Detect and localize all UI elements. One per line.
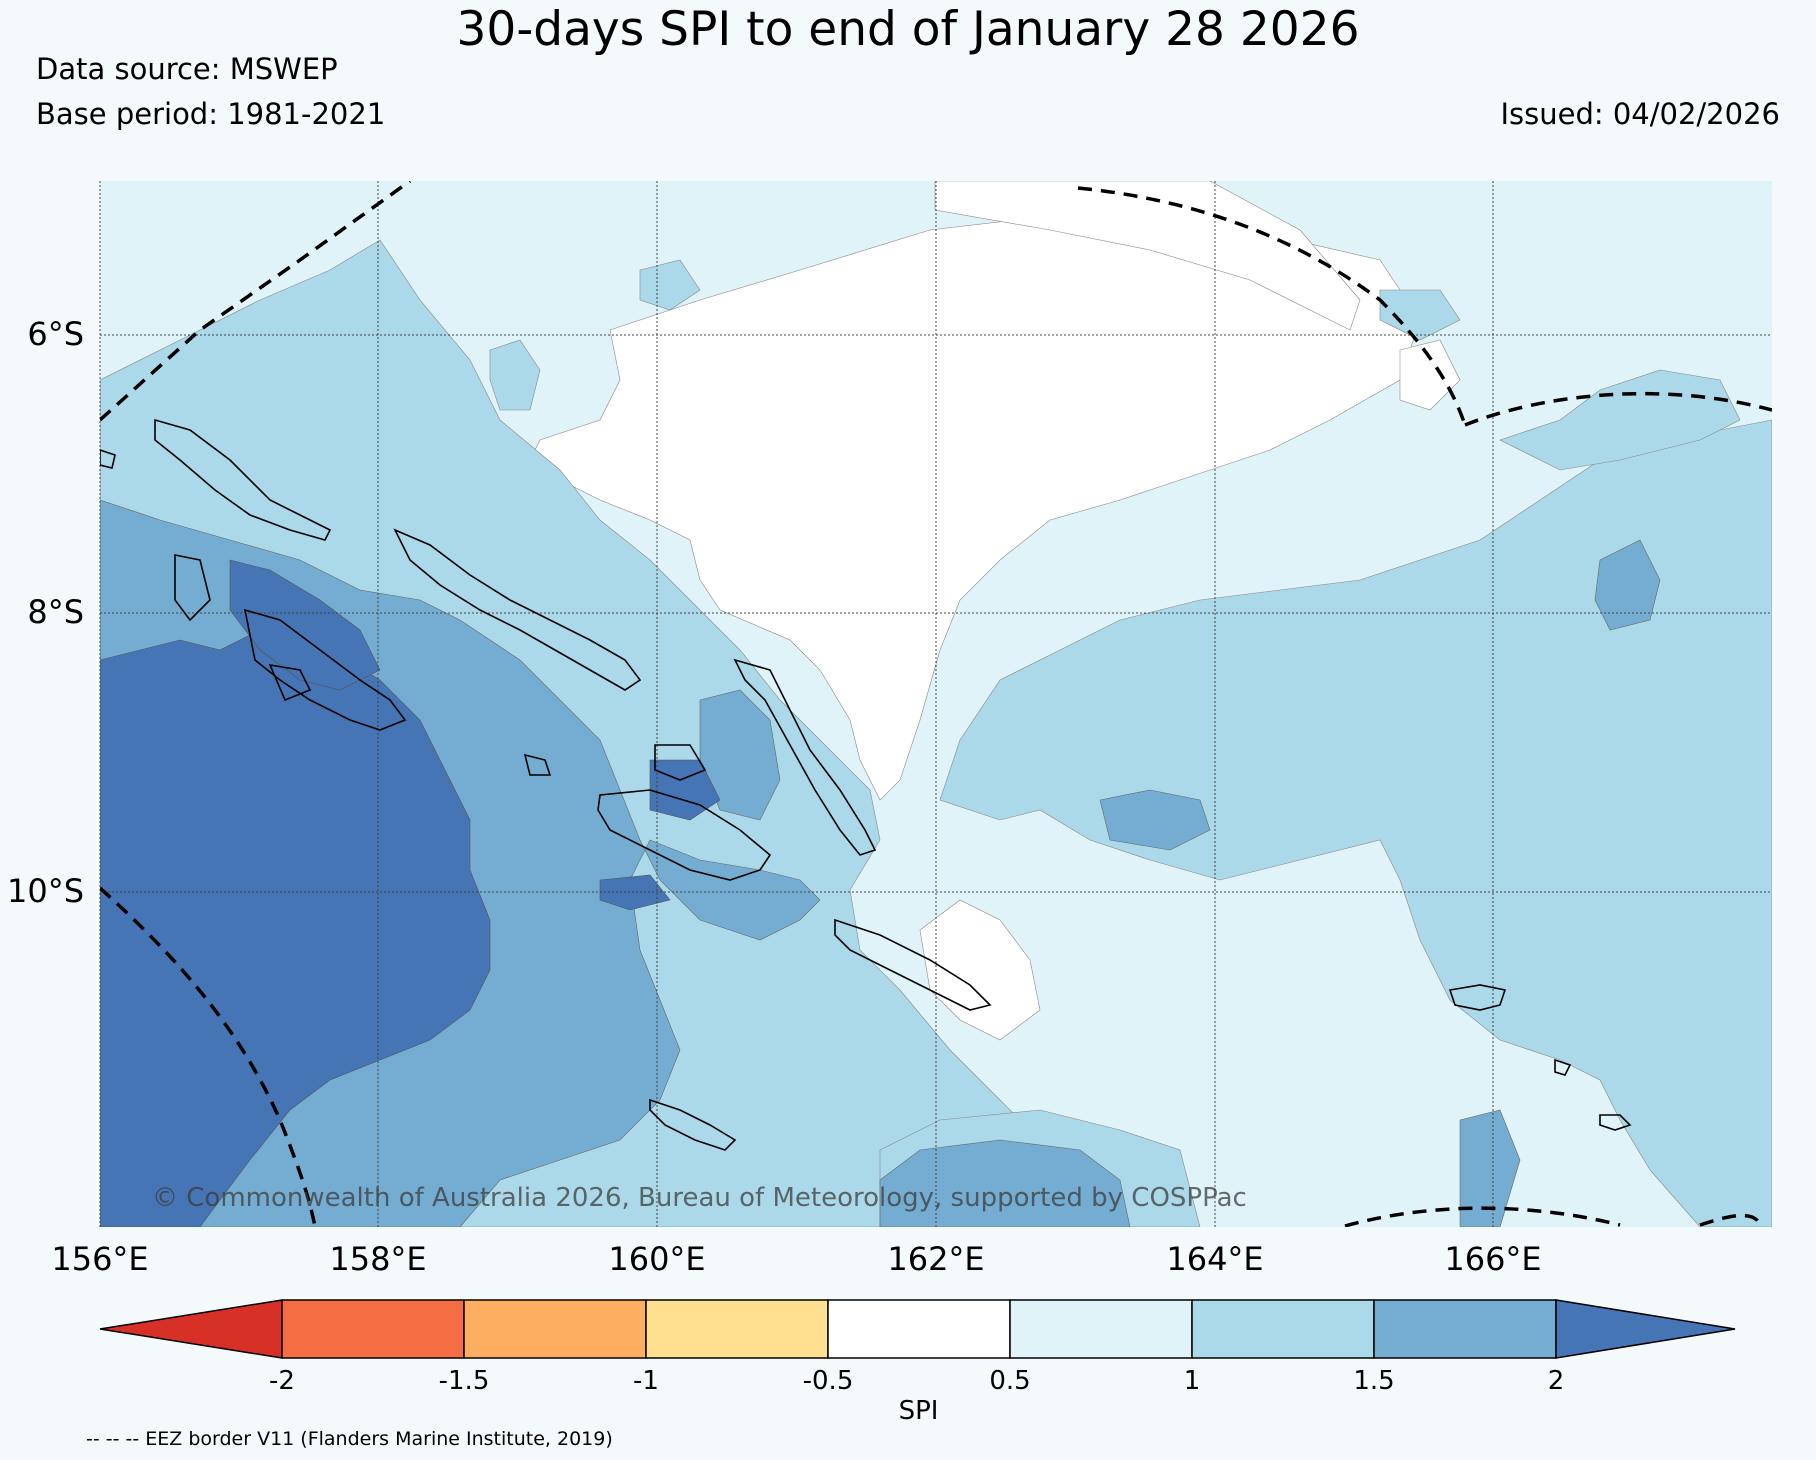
copyright-notice: © Commonwealth of Australia 2026, Bureau… (152, 1183, 1247, 1213)
lat-label-10s: 10°S (7, 872, 84, 910)
lon-label-160e: 160°E (608, 1240, 705, 1278)
island-santa-isabel (393, 528, 642, 691)
island-shortland (100, 449, 116, 469)
spi-colorbar: -2 -1.5 -1 -0.5 0.5 1 1.5 2 SPI (99, 1299, 1736, 1426)
colorbar-tick-label: -0.5 (803, 1366, 854, 1396)
eez-border-lines (100, 181, 1772, 1227)
colorbar-segment (1009, 1299, 1193, 1359)
spi-fill-15-2 (879, 1139, 1131, 1227)
colorbar-extend-high (1555, 1299, 1736, 1359)
lon-label-164e: 164°E (1166, 1240, 1263, 1278)
island-utupua (1599, 1114, 1632, 1131)
colorbar-segment (1191, 1299, 1375, 1359)
spi-fill-near-normal (934, 181, 1361, 331)
colorbar-tick-label: -2 (269, 1366, 295, 1396)
colorbar-extend-low (99, 1299, 283, 1359)
island-malaita (733, 658, 877, 856)
lon-label-162e: 162°E (887, 1240, 984, 1278)
island-vanikoro (1554, 1058, 1572, 1076)
spi-fill-gt-2 (599, 874, 671, 911)
island-rennell (649, 1098, 737, 1151)
island-santa-cruz (1448, 984, 1507, 1011)
colorbar-tick-label: 1.5 (1353, 1366, 1394, 1396)
lon-label-156e: 156°E (51, 1240, 148, 1278)
spi-fill-near-normal (1399, 339, 1461, 411)
data-source-label: Data source: MSWEP (36, 52, 338, 86)
map-graticule (99, 181, 1772, 1227)
island-bougainville (174, 554, 211, 622)
colorbar-title: SPI (899, 1396, 939, 1426)
colorbar-tick-label: -1.5 (439, 1366, 490, 1396)
base-period-label: Base period: 1981-2021 (36, 97, 386, 131)
island-russell (523, 753, 552, 776)
colorbar-tick-label: 1 (1184, 1366, 1201, 1396)
lat-label-6s: 6°S (27, 315, 84, 353)
colorbar-segment (827, 1299, 1011, 1359)
lon-label-158e: 158°E (329, 1240, 426, 1278)
island-new-georgia-group (268, 663, 312, 702)
island-coastlines (100, 418, 1632, 1151)
island-makira (834, 918, 992, 1011)
spi-fill-1-15 (1379, 289, 1461, 341)
island-choiseul (154, 418, 332, 541)
spi-fill-near-normal (919, 899, 1041, 1041)
spi-fill-1-15 (639, 259, 701, 311)
colorbar-segment (281, 1299, 465, 1359)
island-florida (654, 744, 707, 781)
colorbar-segment (1373, 1299, 1557, 1359)
spi-fill-1-15 (939, 419, 1772, 1227)
colorbar-tick-label: 2 (1548, 1366, 1565, 1396)
spi-fill-15-2 (1594, 539, 1661, 631)
colorbar-segment (645, 1299, 829, 1359)
map-title: 30-days SPI to end of January 28 2026 (456, 2, 1360, 57)
island-guadalcanal (597, 789, 772, 881)
colorbar-tick-label: -1 (633, 1366, 659, 1396)
spi-map-panel (100, 181, 1772, 1227)
spi-fill-near-normal (529, 209, 1421, 801)
spi-fill-1-15 (489, 339, 541, 411)
lat-label-8s: 8°S (27, 593, 84, 631)
issued-date-label: Issued: 04/02/2026 (1500, 97, 1780, 131)
lon-label-166e: 166°E (1444, 1240, 1541, 1278)
spi-fill-15-2 (1099, 789, 1211, 851)
colorbar-tick-label: 0.5 (989, 1366, 1030, 1396)
colorbar-segment (463, 1299, 647, 1359)
eez-border-legend: -- -- -- EEZ border V11 (Flanders Marine… (86, 1428, 613, 1450)
